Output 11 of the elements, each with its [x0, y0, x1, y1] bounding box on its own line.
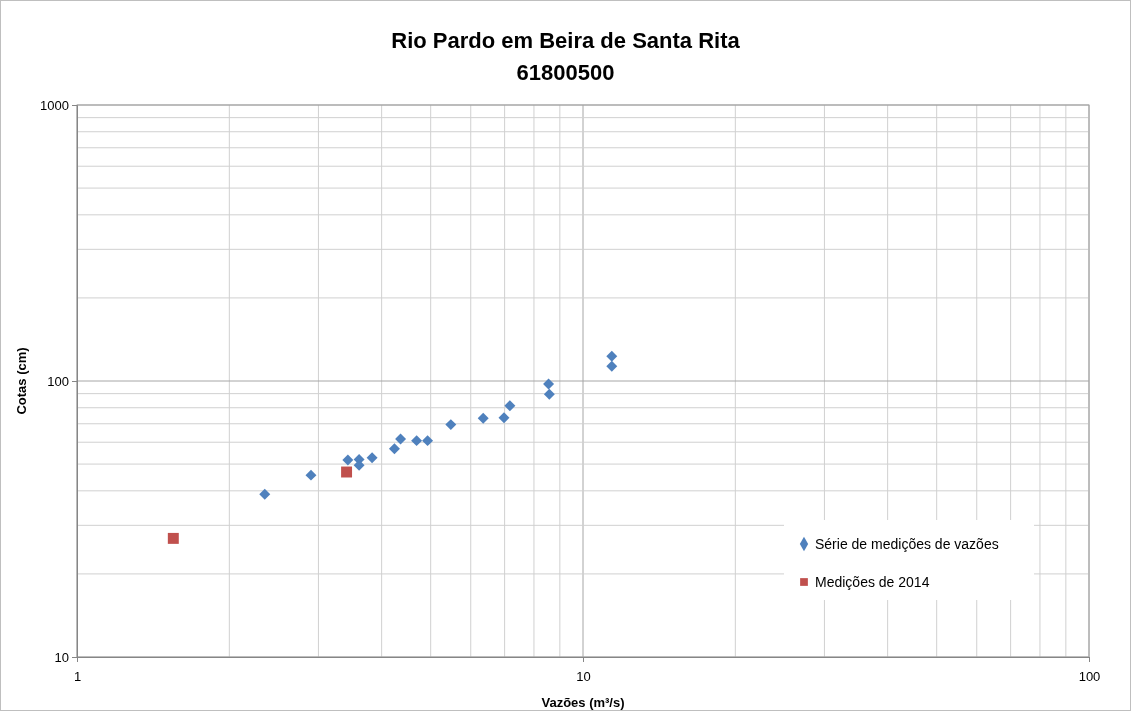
x-tick-label: 100	[1078, 668, 1101, 684]
y-tick-label: 10	[54, 649, 69, 665]
y-tick-label: 100	[47, 373, 69, 389]
legend-label: Série de medições de vazões	[815, 536, 999, 552]
x-tick-label: 10	[576, 668, 591, 684]
legend-label: Medições de 2014	[815, 574, 930, 590]
chart-title: Rio Pardo em Beira de Santa Rita 61800500	[391, 28, 741, 85]
y-tick-label: 1000	[40, 97, 69, 113]
x-axis-title: Vazões (m³/s)	[541, 695, 625, 710]
y-axis-title: Cotas (cm)	[14, 347, 29, 415]
x-tick-label: 1	[73, 668, 82, 684]
